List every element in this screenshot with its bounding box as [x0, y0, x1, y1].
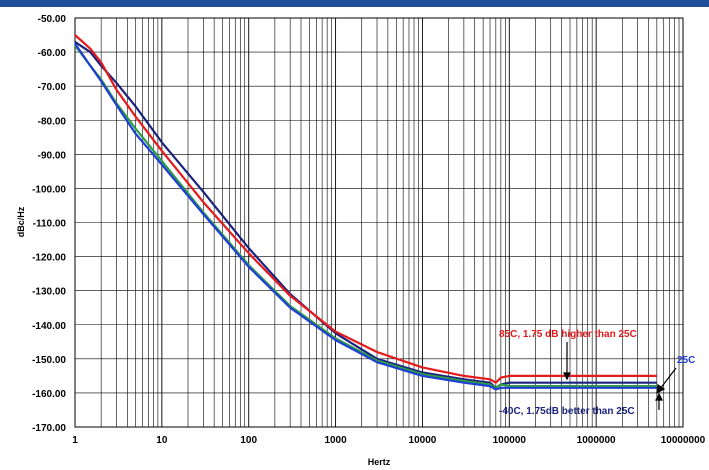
series-lines: [74, 34, 657, 391]
grid-lines: [74, 17, 683, 428]
series-line-0: [74, 40, 657, 389]
y-tick-label: -170.00: [32, 423, 66, 434]
y-tick-label: -80.00: [38, 116, 67, 127]
arrow-25c: [659, 367, 677, 390]
plot-frame: [74, 17, 684, 428]
y-tick-label: -150.00: [32, 355, 66, 366]
x-tick-label: 1: [72, 435, 78, 446]
y-tick-label: -110.00: [33, 219, 67, 230]
x-tick-label: 1000: [324, 435, 347, 446]
annotation-minus40c: -40C, 1.75dB better than 25C: [499, 406, 635, 417]
y-tick-label: -60.00: [38, 48, 67, 59]
header-bar: [0, 0, 709, 7]
x-tick-label: 100: [240, 435, 257, 446]
y-tick-label: -70.00: [38, 82, 67, 93]
x-tick-label: 10: [156, 435, 168, 446]
arrow-25c-head: [656, 383, 666, 395]
annotation-25c: 25C: [677, 355, 695, 366]
annotation-85c: 85C, 1.75 dB higher than 25C: [499, 329, 637, 340]
y-tick-label: -140.00: [32, 321, 66, 332]
x-tick-label: 100000: [493, 435, 527, 446]
y-tick-label: -100.00: [32, 184, 66, 195]
arrow-85c-head: [563, 372, 571, 381]
annotation-arrows: [563, 342, 677, 410]
y-axis-title: dBc/Hz: [16, 206, 26, 237]
series-line-3: [74, 42, 657, 391]
series-line-2: [74, 44, 657, 389]
x-axis-ticks: 1 10 100 1000 10000 100000 1000000 10000000: [72, 435, 705, 446]
y-tick-label: -130.00: [32, 287, 66, 298]
y-axis-ticks: -50.00 -60.00 -70.00 -80.00 -90.00 -100.00 -11…: [32, 14, 66, 434]
x-tick-label: 1000000: [577, 435, 616, 446]
arrow-minus40c-head: [655, 392, 663, 401]
x-tick-label: 10000000: [661, 435, 706, 446]
x-axis-title: Hertz: [368, 457, 391, 467]
series-line-1: [74, 34, 657, 384]
y-tick-label: -50.00: [38, 14, 67, 25]
y-tick-label: -90.00: [38, 150, 67, 161]
y-tick-label: -160.00: [32, 389, 66, 400]
y-tick-label: -120.00: [32, 253, 66, 264]
x-tick-label: 10000: [409, 435, 437, 446]
